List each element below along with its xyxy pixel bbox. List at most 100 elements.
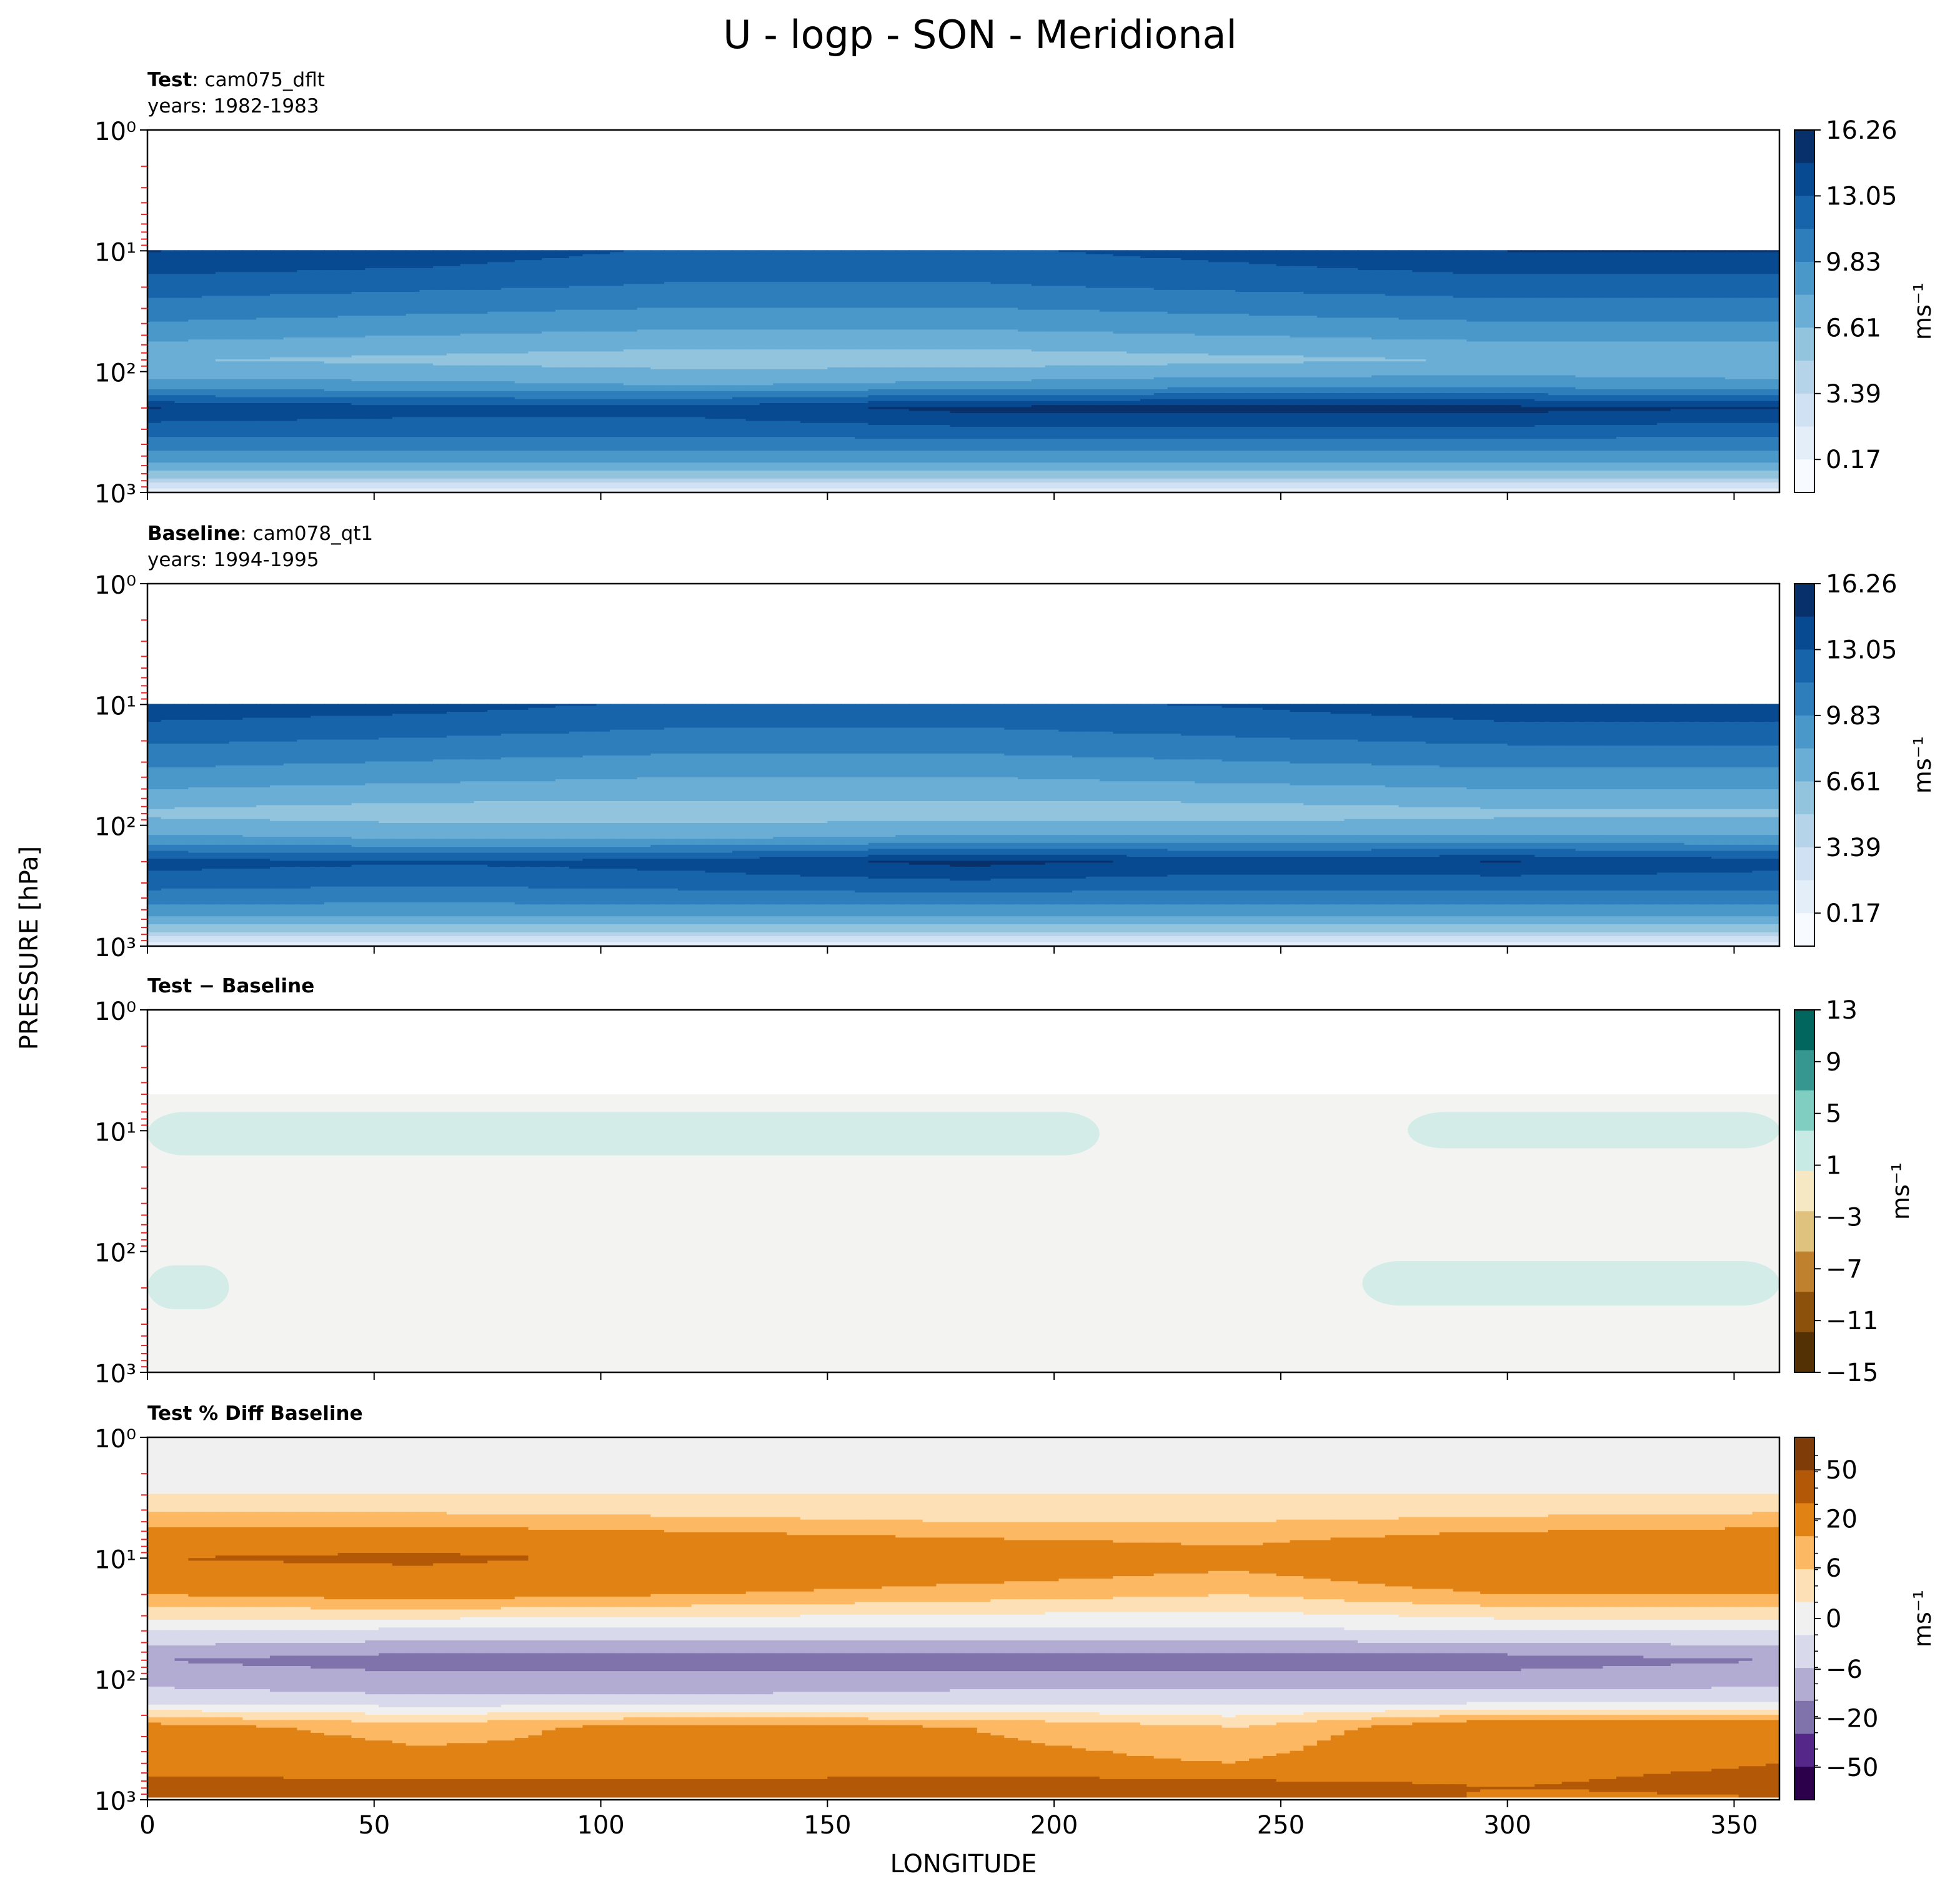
colorbar-band <box>1794 781 1814 815</box>
panel-test-years: years: 1982-1983 <box>147 94 319 119</box>
colorbar-band <box>1794 715 1814 749</box>
y-tick-label: 10⁰ <box>94 117 136 146</box>
axes-baseline: 10⁰ 10¹ 10² 10³ <box>94 571 1781 962</box>
colorbar-band <box>1794 1090 1814 1131</box>
colorbar-tick-label: 13 <box>1826 996 1858 1025</box>
colorbar-tick-label: 50 <box>1826 1456 1858 1485</box>
axes-frame <box>146 1009 1781 1374</box>
x-tick-label: 350 <box>1710 1811 1758 1840</box>
colorbar-tick-label: −3 <box>1826 1203 1863 1232</box>
x-tick-label: 100 <box>577 1811 624 1840</box>
colorbar-tick-label: −6 <box>1826 1655 1863 1684</box>
colorbar-tick-label: 16.26 <box>1826 570 1898 599</box>
y-tick-label: 10³ <box>94 480 136 509</box>
colorbar-tick-label: 0.17 <box>1826 446 1881 474</box>
y-tick-label: 10¹ <box>94 1545 136 1574</box>
colorbar-frame <box>1794 583 1815 947</box>
colorbar-band <box>1794 1536 1814 1570</box>
colorbar-band <box>1794 1569 1814 1603</box>
colorbar-band <box>1794 261 1814 296</box>
colorbar-band <box>1794 1470 1814 1504</box>
colorbar-tick-label: 3.39 <box>1826 380 1881 409</box>
colorbar-band <box>1794 426 1814 460</box>
x-tick-label: 200 <box>1030 1811 1078 1840</box>
panel-test-title: Test: cam075_dflt <box>147 67 325 92</box>
figure-title: U - logp - SON - Meridional <box>0 11 1960 59</box>
colorbar-unit-label: ms⁻¹ <box>1909 1590 1936 1647</box>
colorbar-tick-label: 9.83 <box>1826 702 1881 731</box>
y-tick-label: 10⁰ <box>94 997 136 1026</box>
colorbar-tick-label: 13.05 <box>1826 636 1898 664</box>
colorbar-tick-label: 5 <box>1826 1100 1841 1129</box>
colorbar-band <box>1794 584 1814 617</box>
colorbar-band <box>1794 616 1814 651</box>
colorbar-tick-label: 6.61 <box>1826 314 1881 342</box>
y-tick-label: 10³ <box>94 1360 136 1389</box>
colorbar-band <box>1794 361 1814 394</box>
plot-area-test <box>147 130 1779 492</box>
x-tick-label: 0 <box>139 1811 155 1840</box>
diff-region <box>1362 1260 1779 1306</box>
colorbar-band <box>1794 1170 1814 1212</box>
y-tick-label: 10¹ <box>94 1118 136 1147</box>
colorbar-band <box>1794 649 1814 683</box>
plot-area-diff <box>147 1010 1779 1372</box>
colorbar-tick-label: 9 <box>1826 1048 1841 1077</box>
colorbar-band <box>1794 196 1814 229</box>
colorbar-band <box>1794 1010 1814 1051</box>
colorbar-tick-label: −50 <box>1826 1754 1878 1782</box>
colorbar-band <box>1794 913 1814 947</box>
axes-test: 10⁰ 10¹ 10² 10³ <box>94 117 1781 509</box>
colorbar-band <box>1794 1211 1814 1252</box>
y-tick-label: 10² <box>94 359 136 388</box>
panel-baseline-years: years: 1994-1995 <box>147 547 319 572</box>
x-tick-label: 250 <box>1257 1811 1305 1840</box>
colorbar-band <box>1794 229 1814 262</box>
y-tick-label: 10³ <box>94 934 136 962</box>
colorbar-band <box>1794 1503 1814 1537</box>
colorbar-band <box>1794 814 1814 848</box>
colorbar-tick-label: 20 <box>1826 1505 1858 1534</box>
colorbar-tick-label: 1 <box>1826 1152 1841 1180</box>
colorbar-tick-label: 13.05 <box>1826 182 1898 211</box>
colorbar-baseline: 16.26 13.05 9.83 6.61 3.39 0.17 ms⁻¹ <box>1794 570 1936 947</box>
colorbar-band <box>1794 1251 1814 1292</box>
plot-area-pctdiff <box>147 1437 1779 1800</box>
x-tick-label: 300 <box>1483 1811 1531 1840</box>
colorbar-frame <box>1794 1009 1815 1373</box>
colorbar-band <box>1794 327 1814 361</box>
colorbar-tick-label: −11 <box>1826 1307 1878 1335</box>
colorbar-band <box>1794 880 1814 914</box>
colorbar-band <box>1794 847 1814 881</box>
colorbar-tick-label: −20 <box>1826 1705 1878 1734</box>
colorbar-tick-label: 6.61 <box>1826 767 1881 796</box>
x-tick-label: 50 <box>358 1811 390 1840</box>
colorbar-band <box>1794 459 1814 493</box>
x-axis-label: LONGITUDE <box>890 1850 1037 1879</box>
panel-pctdiff-title: Test % Diff Baseline <box>147 1401 363 1426</box>
colorbar-band <box>1794 130 1814 164</box>
colorbar-band <box>1794 1767 1814 1800</box>
y-tick-label: 10¹ <box>94 238 136 267</box>
colorbar-band <box>1794 1602 1814 1635</box>
colorbar-band <box>1794 162 1814 197</box>
colorbar-tick-label: 16.26 <box>1826 116 1898 145</box>
diff-region <box>1408 1112 1779 1149</box>
colorbar-band <box>1794 1635 1814 1669</box>
colorbar-test: 16.26 13.05 9.83 6.61 3.39 0.17 ms⁻¹ <box>1794 116 1936 493</box>
colorbar-band <box>1794 1734 1814 1767</box>
colorbar-band <box>1794 1292 1814 1333</box>
x-tick-label: 150 <box>803 1811 851 1840</box>
colorbar-band <box>1794 748 1814 782</box>
colorbar-tick-label: 6 <box>1826 1554 1841 1583</box>
panel-baseline-title: Baseline: cam078_qt1 <box>147 521 373 546</box>
diff-region <box>147 1265 229 1309</box>
colorbar-tick-label: 9.83 <box>1826 248 1881 277</box>
colorbar-band <box>1794 1332 1814 1373</box>
colorbar-unit-label: ms⁻¹ <box>1887 1162 1914 1220</box>
axes-diff: 10⁰ 10¹ 10² 10³ <box>94 997 1781 1389</box>
colorbar-band <box>1794 1700 1814 1735</box>
y-tick-label: 10⁰ <box>94 571 136 600</box>
colorbar-unit-label: ms⁻¹ <box>1909 736 1936 794</box>
colorbar-unit-label: ms⁻¹ <box>1909 282 1936 340</box>
